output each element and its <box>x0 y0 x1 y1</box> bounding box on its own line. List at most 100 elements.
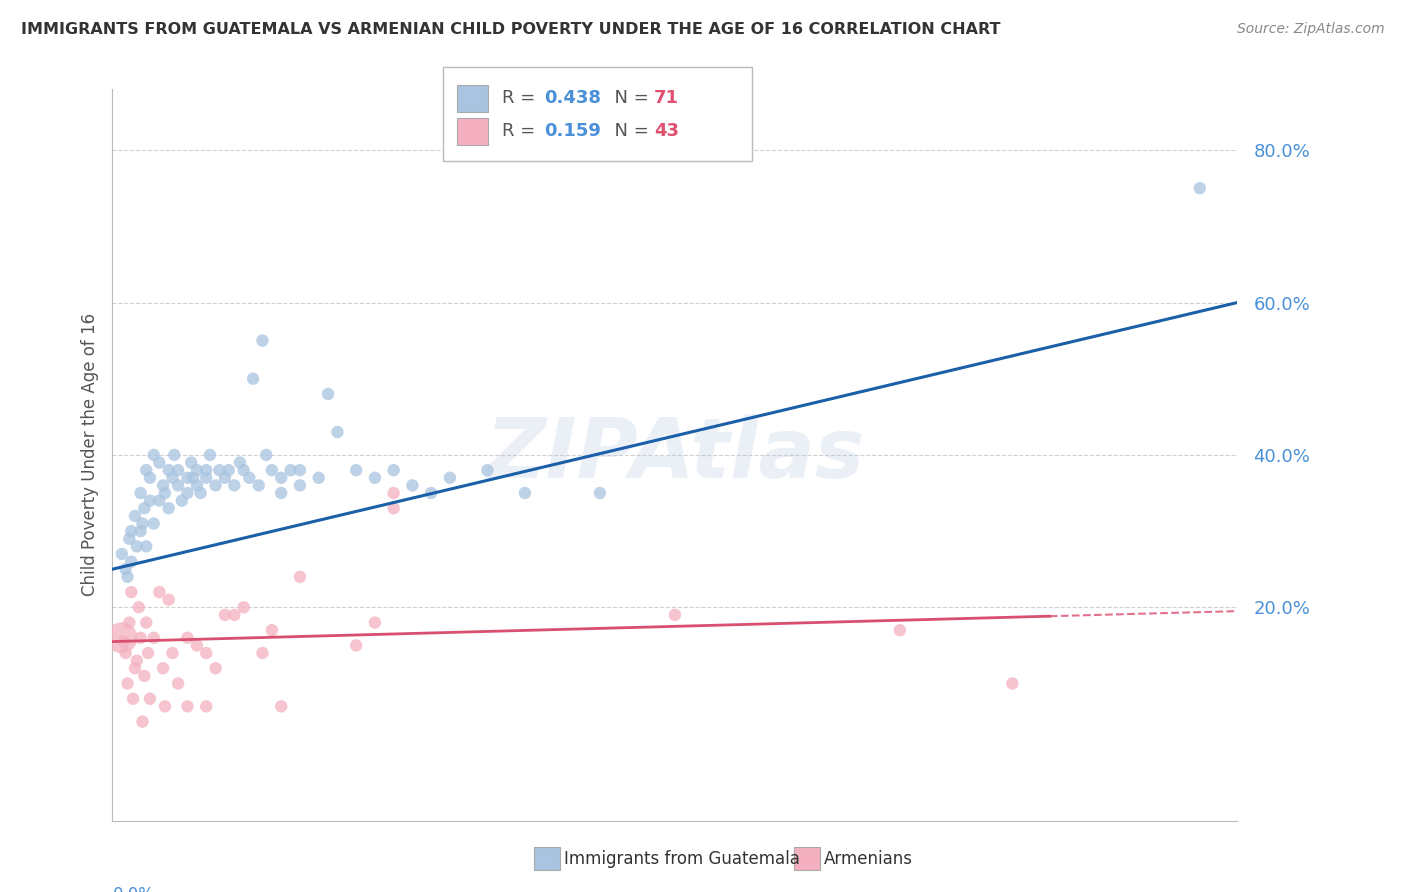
Point <box>208 463 231 477</box>
Point <box>308 471 330 485</box>
Point <box>139 471 162 485</box>
Text: Immigrants from Guatemala: Immigrants from Guatemala <box>564 849 800 868</box>
Point <box>382 463 405 477</box>
Point <box>401 478 423 492</box>
Point <box>129 524 152 538</box>
Point <box>186 639 208 653</box>
Point <box>163 448 186 462</box>
Point <box>176 631 198 645</box>
Point <box>326 425 349 439</box>
Point <box>114 562 136 576</box>
Point <box>139 691 162 706</box>
Point <box>136 646 159 660</box>
Point <box>135 615 157 630</box>
Point <box>124 508 146 523</box>
Point <box>157 463 180 477</box>
Point <box>180 456 202 470</box>
Point <box>242 372 264 386</box>
Point <box>382 486 405 500</box>
Point <box>162 646 184 660</box>
Point <box>120 555 142 569</box>
Point <box>270 471 292 485</box>
Point <box>247 478 270 492</box>
Point <box>204 478 226 492</box>
Point <box>195 463 218 477</box>
Point <box>195 471 218 485</box>
Point <box>111 631 134 645</box>
Point <box>589 486 612 500</box>
Point <box>134 669 156 683</box>
Point <box>364 471 387 485</box>
Point <box>270 486 292 500</box>
Point <box>135 539 157 553</box>
Text: N =: N = <box>603 122 655 140</box>
Point <box>170 493 193 508</box>
Point <box>224 478 246 492</box>
Point <box>288 463 311 477</box>
Text: ZIPAtlas: ZIPAtlas <box>485 415 865 495</box>
Point <box>135 463 157 477</box>
Point <box>153 486 176 500</box>
Y-axis label: Child Poverty Under the Age of 16: Child Poverty Under the Age of 16 <box>80 313 98 597</box>
Point <box>152 478 174 492</box>
Point <box>167 676 190 690</box>
Point <box>162 471 184 485</box>
Point <box>232 600 254 615</box>
Point <box>195 646 218 660</box>
Point <box>176 699 198 714</box>
Point <box>316 387 339 401</box>
Point <box>218 463 240 477</box>
Point <box>190 486 212 500</box>
Point <box>148 585 170 599</box>
Point <box>513 486 536 500</box>
Point <box>117 676 139 690</box>
Point <box>167 463 190 477</box>
Point <box>1001 676 1024 690</box>
Text: 0.0%: 0.0% <box>112 887 155 892</box>
Point <box>232 463 254 477</box>
Point <box>117 570 139 584</box>
Point <box>186 478 208 492</box>
Text: R =: R = <box>502 89 541 107</box>
Point <box>252 334 274 348</box>
Point <box>118 532 141 546</box>
Point <box>128 600 150 615</box>
Point <box>176 471 198 485</box>
Point <box>152 661 174 675</box>
Point <box>477 463 499 477</box>
Point <box>120 585 142 599</box>
Point <box>114 646 136 660</box>
Point <box>344 463 367 477</box>
Point <box>280 463 302 477</box>
Text: Source: ZipAtlas.com: Source: ZipAtlas.com <box>1237 22 1385 37</box>
Point <box>148 493 170 508</box>
Point <box>122 691 145 706</box>
Point <box>195 699 218 714</box>
Point <box>224 607 246 622</box>
Point <box>142 631 165 645</box>
Point <box>229 456 252 470</box>
Point <box>1188 181 1211 195</box>
Point <box>142 448 165 462</box>
Point <box>214 471 236 485</box>
Point <box>214 607 236 622</box>
Point <box>120 524 142 538</box>
Point <box>142 516 165 531</box>
Point <box>157 592 180 607</box>
Point <box>420 486 443 500</box>
Text: IMMIGRANTS FROM GUATEMALA VS ARMENIAN CHILD POVERTY UNDER THE AGE OF 16 CORRELAT: IMMIGRANTS FROM GUATEMALA VS ARMENIAN CH… <box>21 22 1001 37</box>
Point <box>889 623 911 637</box>
Point <box>198 448 221 462</box>
Point <box>129 486 152 500</box>
Point <box>167 478 190 492</box>
Point <box>181 471 204 485</box>
Text: R =: R = <box>502 122 541 140</box>
Point <box>382 501 405 516</box>
Point <box>344 639 367 653</box>
Point <box>288 478 311 492</box>
Point <box>148 456 170 470</box>
Point <box>139 493 162 508</box>
Point <box>118 615 141 630</box>
Point <box>238 471 260 485</box>
Point <box>129 631 152 645</box>
